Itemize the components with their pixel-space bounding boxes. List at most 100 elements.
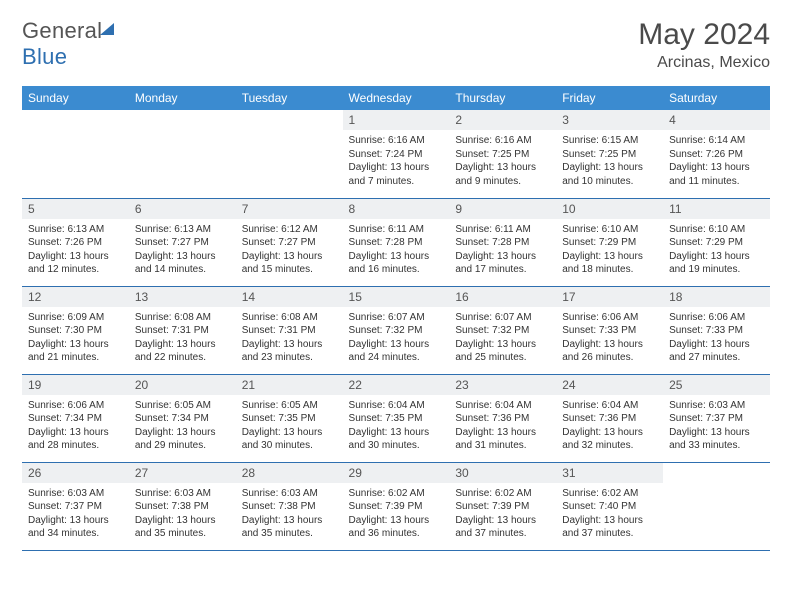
sunrise-text: Sunrise: 6:15 AM xyxy=(562,134,657,148)
day-number: 24 xyxy=(556,375,663,395)
calendar-cell: 4Sunrise: 6:14 AMSunset: 7:26 PMDaylight… xyxy=(663,110,770,198)
sunrise-text: Sunrise: 6:16 AM xyxy=(349,134,444,148)
calendar-week-row: 5 Sunrise: 6:13 AMSunset: 7:26 PM Daylight… xyxy=(22,198,770,286)
day-number: 31 xyxy=(556,463,663,483)
day-header: Sunday xyxy=(22,86,129,110)
calendar-cell: 21Sunrise: 6:05 AMSunset: 7:35 PMDayligh… xyxy=(236,374,343,462)
calendar-cell: 23Sunrise: 6:04 AMSunset: 7:36 PMDayligh… xyxy=(449,374,556,462)
daylight-text: Daylight: 13 hours and 37 minutes. xyxy=(455,514,550,541)
day-details: Sunrise: 6:14 AMSunset: 7:26 PMDaylight:… xyxy=(663,130,770,194)
calendar-cell: 13Sunrise: 6:08 AMSunset: 7:31 PMDayligh… xyxy=(129,286,236,374)
title-block: May 2024 Arcinas, Mexico xyxy=(638,18,770,72)
calendar-cell: 30Sunrise: 6:02 AMSunset: 7:39 PMDayligh… xyxy=(449,462,556,550)
sunset-text: Sunset: 7:27 PM xyxy=(242,236,337,250)
sunrise-text: Sunrise: 6:13 AM xyxy=(28,223,123,237)
sunset-text: Sunset: 7:33 PM xyxy=(562,324,657,338)
day-number: 10 xyxy=(556,199,663,219)
header: General Blue May 2024 Arcinas, Mexico xyxy=(22,18,770,72)
calendar-cell: 8Sunrise: 6:11 AMSunset: 7:28 PMDaylight… xyxy=(343,198,450,286)
daylight-text: Daylight: 13 hours and 29 minutes. xyxy=(135,426,230,453)
title-month: May 2024 xyxy=(638,18,770,52)
calendar-cell: 31Sunrise: 6:02 AMSunset: 7:40 PMDayligh… xyxy=(556,462,663,550)
calendar-header-row: SundayMondayTuesdayWednesdayThursdayFrid… xyxy=(22,86,770,110)
sunrise-text: Sunrise: 6:07 AM xyxy=(349,311,444,325)
calendar-cell: 9Sunrise: 6:11 AMSunset: 7:28 PMDaylight… xyxy=(449,198,556,286)
day-details: Sunrise: 6:11 AMSunset: 7:28 PMDaylight:… xyxy=(343,219,450,283)
day-details: Sunrise: 6:08 AMSunset: 7:31 PMDaylight:… xyxy=(236,307,343,371)
sunrise-text: Sunrise: 6:03 AM xyxy=(669,399,764,413)
day-details: Sunrise: 6:10 AMSunset: 7:29 PMDaylight:… xyxy=(556,219,663,283)
calendar-cell: 14Sunrise: 6:08 AMSunset: 7:31 PMDayligh… xyxy=(236,286,343,374)
sunrise-text: Sunrise: 6:08 AM xyxy=(242,311,337,325)
day-details: Sunrise: 6:03 AMSunset: 7:37 PMDaylight:… xyxy=(22,483,129,547)
daylight-text: Daylight: 13 hours and 21 minutes. xyxy=(28,338,123,365)
calendar-cell: 15Sunrise: 6:07 AMSunset: 7:32 PMDayligh… xyxy=(343,286,450,374)
daylight-text: Daylight: 13 hours and 26 minutes. xyxy=(562,338,657,365)
day-header: Monday xyxy=(129,86,236,110)
daylight-text: Daylight: 13 hours and 32 minutes. xyxy=(562,426,657,453)
daylight-text: Daylight: 13 hours and 33 minutes. xyxy=(669,426,764,453)
day-number: 23 xyxy=(449,375,556,395)
calendar-cell: 3Sunrise: 6:15 AMSunset: 7:25 PMDaylight… xyxy=(556,110,663,198)
brand-text: General Blue xyxy=(22,18,113,70)
daylight-text: Daylight: 13 hours and 27 minutes. xyxy=(669,338,764,365)
day-details: Sunrise: 6:05 AMSunset: 7:35 PMDaylight:… xyxy=(236,395,343,459)
daylight-text: Daylight: 13 hours and 31 minutes. xyxy=(455,426,550,453)
day-details: Sunrise: 6:08 AMSunset: 7:31 PMDaylight:… xyxy=(129,307,236,371)
day-details: Sunrise: 6:03 AMSunset: 7:38 PMDaylight:… xyxy=(129,483,236,547)
day-number: 19 xyxy=(22,375,129,395)
sunset-text: Sunset: 7:31 PM xyxy=(135,324,230,338)
sunrise-text: Sunrise: 6:03 AM xyxy=(135,487,230,501)
sunset-text: Sunset: 7:38 PM xyxy=(242,500,337,514)
day-number: 21 xyxy=(236,375,343,395)
day-header: Thursday xyxy=(449,86,556,110)
calendar-cell: 18Sunrise: 6:06 AMSunset: 7:33 PMDayligh… xyxy=(663,286,770,374)
sunset-text: Sunset: 7:40 PM xyxy=(562,500,657,514)
calendar-cell: 26Sunrise: 6:03 AMSunset: 7:37 PMDayligh… xyxy=(22,462,129,550)
calendar-cell: 10Sunrise: 6:10 AMSunset: 7:29 PMDayligh… xyxy=(556,198,663,286)
sunset-text: Sunset: 7:30 PM xyxy=(28,324,123,338)
calendar-cell: 16Sunrise: 6:07 AMSunset: 7:32 PMDayligh… xyxy=(449,286,556,374)
sunset-text: Sunset: 7:36 PM xyxy=(562,412,657,426)
day-details: Sunrise: 6:06 AMSunset: 7:33 PMDaylight:… xyxy=(556,307,663,371)
day-number: 1 xyxy=(343,110,450,130)
day-number: 7 xyxy=(236,199,343,219)
sunset-text: Sunset: 7:35 PM xyxy=(349,412,444,426)
day-number: 4 xyxy=(663,110,770,130)
day-number: 27 xyxy=(129,463,236,483)
day-details: Sunrise: 6:13 AMSunset: 7:27 PMDaylight:… xyxy=(129,219,236,283)
calendar-cell: 28Sunrise: 6:03 AMSunset: 7:38 PMDayligh… xyxy=(236,462,343,550)
sunset-text: Sunset: 7:26 PM xyxy=(28,236,123,250)
daylight-text: Daylight: 13 hours and 30 minutes. xyxy=(349,426,444,453)
sunrise-text: Sunrise: 6:07 AM xyxy=(455,311,550,325)
day-details: Sunrise: 6:10 AMSunset: 7:29 PMDaylight:… xyxy=(663,219,770,283)
calendar-cell xyxy=(663,462,770,550)
day-number: 5 xyxy=(22,199,129,219)
day-details: Sunrise: 6:15 AMSunset: 7:25 PMDaylight:… xyxy=(556,130,663,194)
day-details: Sunrise: 6:07 AMSunset: 7:32 PMDaylight:… xyxy=(449,307,556,371)
day-details: Sunrise: 6:04 AMSunset: 7:36 PMDaylight:… xyxy=(556,395,663,459)
sunset-text: Sunset: 7:24 PM xyxy=(349,148,444,162)
daylight-text: Daylight: 13 hours and 19 minutes. xyxy=(669,250,764,277)
calendar-cell: 7Sunrise: 6:12 AMSunset: 7:27 PMDaylight… xyxy=(236,198,343,286)
day-number: 25 xyxy=(663,375,770,395)
day-number: 30 xyxy=(449,463,556,483)
daylight-text: Daylight: 13 hours and 16 minutes. xyxy=(349,250,444,277)
calendar-cell xyxy=(236,110,343,198)
calendar-cell xyxy=(22,110,129,198)
day-number: 13 xyxy=(129,287,236,307)
day-details: Sunrise: 6:06 AMSunset: 7:33 PMDaylight:… xyxy=(663,307,770,371)
brand-part1: General xyxy=(22,18,102,43)
daylight-text: Daylight: 13 hours and 24 minutes. xyxy=(349,338,444,365)
calendar-cell: 25Sunrise: 6:03 AMSunset: 7:37 PMDayligh… xyxy=(663,374,770,462)
daylight-text: Daylight: 13 hours and 11 minutes. xyxy=(669,161,764,188)
sunset-text: Sunset: 7:28 PM xyxy=(349,236,444,250)
day-number: 6 xyxy=(129,199,236,219)
day-header: Wednesday xyxy=(343,86,450,110)
sunrise-text: Sunrise: 6:02 AM xyxy=(455,487,550,501)
day-number: 26 xyxy=(22,463,129,483)
daylight-text: Daylight: 13 hours and 35 minutes. xyxy=(135,514,230,541)
day-details: Sunrise: 6:12 AMSunset: 7:27 PMDaylight:… xyxy=(236,219,343,283)
day-number: 14 xyxy=(236,287,343,307)
sunrise-text: Sunrise: 6:16 AM xyxy=(455,134,550,148)
